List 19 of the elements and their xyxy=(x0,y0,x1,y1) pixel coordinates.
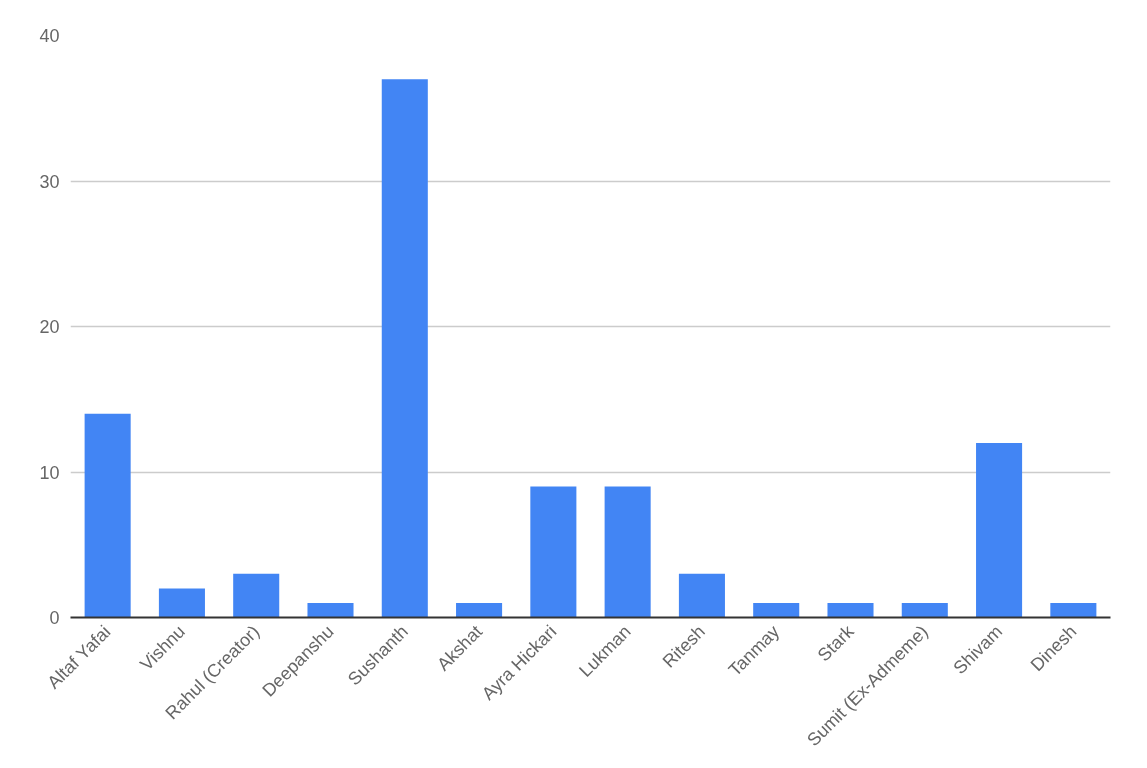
bar xyxy=(530,486,577,618)
bar xyxy=(158,588,205,618)
bar xyxy=(307,602,354,618)
bar xyxy=(827,602,874,618)
y-tick-label: 10 xyxy=(39,462,60,483)
y-tick-label: 30 xyxy=(39,171,60,192)
bar xyxy=(1050,602,1097,618)
bar xyxy=(901,602,948,618)
bar xyxy=(381,79,428,618)
bar xyxy=(233,573,280,618)
y-tick-label: 40 xyxy=(39,26,60,46)
y-tick-label: 20 xyxy=(39,317,60,337)
y-tick-label: 0 xyxy=(49,608,60,628)
bar xyxy=(84,413,131,618)
bar xyxy=(456,602,503,618)
bar xyxy=(604,486,651,618)
bar xyxy=(678,573,725,618)
bar xyxy=(976,442,1023,618)
bar xyxy=(753,602,800,618)
